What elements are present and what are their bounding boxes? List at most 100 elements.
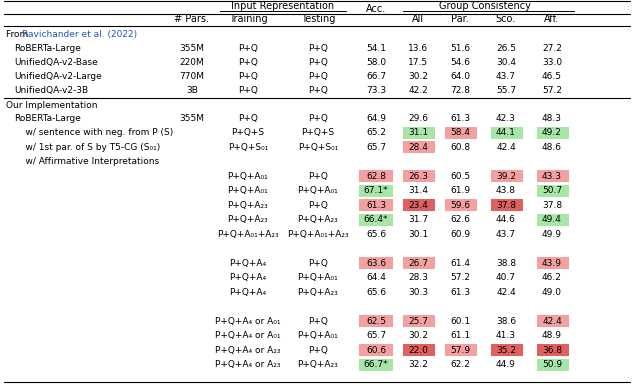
Text: P+Q+A₀₁: P+Q+A₀₁ (228, 186, 268, 195)
Text: 57.9: 57.9 (450, 345, 470, 354)
Text: # Pars.: # Pars. (175, 14, 209, 24)
Text: 60.1: 60.1 (450, 317, 470, 325)
Text: 32.2: 32.2 (408, 360, 428, 369)
Text: 25.7: 25.7 (408, 317, 428, 325)
Text: 65.6: 65.6 (366, 288, 386, 296)
Text: P+Q+A₄ or A₂₃: P+Q+A₄ or A₂₃ (215, 345, 281, 354)
Text: 17.5: 17.5 (408, 58, 428, 67)
Text: 61.1: 61.1 (450, 331, 470, 340)
Text: 42.2: 42.2 (408, 86, 428, 95)
Text: 60.6: 60.6 (366, 345, 386, 354)
Text: 61.3: 61.3 (366, 201, 386, 210)
Text: 26.7: 26.7 (408, 259, 428, 267)
Text: P+Q+S₀₁: P+Q+S₀₁ (298, 143, 338, 152)
Text: 43.7: 43.7 (496, 230, 516, 239)
Text: All: All (412, 14, 424, 24)
Text: w/ Affirmative Interpretations: w/ Affirmative Interpretations (14, 157, 159, 166)
Text: P+Q+A₄ or A₀₁: P+Q+A₄ or A₀₁ (215, 331, 281, 340)
Text: 28.4: 28.4 (408, 143, 428, 152)
Text: P+Q+A₀₁: P+Q+A₀₁ (298, 186, 339, 195)
Bar (403, 199, 435, 211)
Text: From: From (6, 30, 31, 39)
Text: 60.5: 60.5 (450, 172, 470, 181)
Text: 63.6: 63.6 (366, 259, 386, 267)
Bar (359, 170, 393, 182)
Text: P+Q: P+Q (308, 44, 328, 53)
Text: RoBERTa-Large: RoBERTa-Large (14, 44, 81, 53)
Text: 54.1: 54.1 (366, 44, 386, 53)
Text: 31.7: 31.7 (408, 215, 428, 224)
Text: 355M: 355M (179, 114, 205, 123)
Text: 62.8: 62.8 (366, 172, 386, 181)
Bar (537, 257, 569, 269)
Text: UnifiedQA-v2-Large: UnifiedQA-v2-Large (14, 72, 102, 81)
Bar (445, 344, 477, 356)
Text: P+Q: P+Q (308, 345, 328, 354)
Bar (491, 344, 523, 356)
Text: Input Representation: Input Representation (232, 2, 335, 11)
Bar (537, 170, 569, 182)
Text: 62.5: 62.5 (366, 317, 386, 325)
Text: 65.6: 65.6 (366, 230, 386, 239)
Text: P+Q: P+Q (238, 114, 258, 123)
Text: 220M: 220M (180, 58, 204, 67)
Text: Aff.: Aff. (545, 14, 559, 24)
Text: P+Q: P+Q (308, 114, 328, 123)
Text: 37.8: 37.8 (496, 201, 516, 210)
Text: 35.2: 35.2 (496, 345, 516, 354)
Text: 27.2: 27.2 (542, 44, 562, 53)
Text: Testing: Testing (301, 14, 335, 24)
Text: 43.3: 43.3 (542, 172, 562, 181)
Text: 64.0: 64.0 (450, 72, 470, 81)
Text: 30.3: 30.3 (408, 288, 428, 296)
Text: P+Q+A₀₁+A₂₃: P+Q+A₀₁+A₂₃ (217, 230, 279, 239)
Text: P+Q+A₄ or A₀₁: P+Q+A₄ or A₀₁ (215, 317, 281, 325)
Text: 30.1: 30.1 (408, 230, 428, 239)
Bar (537, 185, 569, 197)
Bar (537, 214, 569, 226)
Text: 42.4: 42.4 (542, 317, 562, 325)
Text: 49.2: 49.2 (542, 128, 562, 137)
Text: 49.0: 49.0 (542, 288, 562, 296)
Text: 62.6: 62.6 (450, 215, 470, 224)
Bar (403, 170, 435, 182)
Bar (359, 359, 393, 371)
Bar (403, 141, 435, 153)
Text: P+Q+A₀₁: P+Q+A₀₁ (298, 331, 339, 340)
Text: 48.9: 48.9 (542, 331, 562, 340)
Text: 48.6: 48.6 (542, 143, 562, 152)
Text: P+Q+A₂₃: P+Q+A₂₃ (298, 288, 339, 296)
Text: Group Consistency: Group Consistency (439, 2, 531, 11)
Text: 30.4: 30.4 (496, 58, 516, 67)
Bar (359, 344, 393, 356)
Bar (359, 315, 393, 327)
Text: Training: Training (228, 14, 268, 24)
Text: 59.6: 59.6 (450, 201, 470, 210)
Text: 66.7: 66.7 (366, 72, 386, 81)
Text: w/ sentence with neg. from P (S): w/ sentence with neg. from P (S) (14, 128, 173, 137)
Text: P+Q+S: P+Q+S (232, 128, 264, 137)
Text: 30.2: 30.2 (408, 72, 428, 81)
Text: Ravichander et al. (2022): Ravichander et al. (2022) (22, 30, 137, 39)
Text: 46.5: 46.5 (542, 72, 562, 81)
Text: 65.7: 65.7 (366, 331, 386, 340)
Text: 42.4: 42.4 (496, 288, 516, 296)
Text: 37.8: 37.8 (542, 201, 562, 210)
Text: P+Q+A₄ or A₂₃: P+Q+A₄ or A₂₃ (215, 360, 281, 369)
Bar (403, 344, 435, 356)
Text: 42.4: 42.4 (496, 143, 516, 152)
Text: UnifiedQA-v2-Base: UnifiedQA-v2-Base (14, 58, 98, 67)
Text: 65.7: 65.7 (366, 143, 386, 152)
Bar (445, 127, 477, 139)
Text: 40.7: 40.7 (496, 273, 516, 282)
Bar (537, 359, 569, 371)
Text: 64.9: 64.9 (366, 114, 386, 123)
Text: 29.6: 29.6 (408, 114, 428, 123)
Text: Sco.: Sco. (496, 14, 516, 24)
Text: 72.8: 72.8 (450, 86, 470, 95)
Text: 58.4: 58.4 (450, 128, 470, 137)
Text: 38.8: 38.8 (496, 259, 516, 267)
Text: 13.6: 13.6 (408, 44, 428, 53)
Bar (491, 170, 523, 182)
Text: 60.9: 60.9 (450, 230, 470, 239)
